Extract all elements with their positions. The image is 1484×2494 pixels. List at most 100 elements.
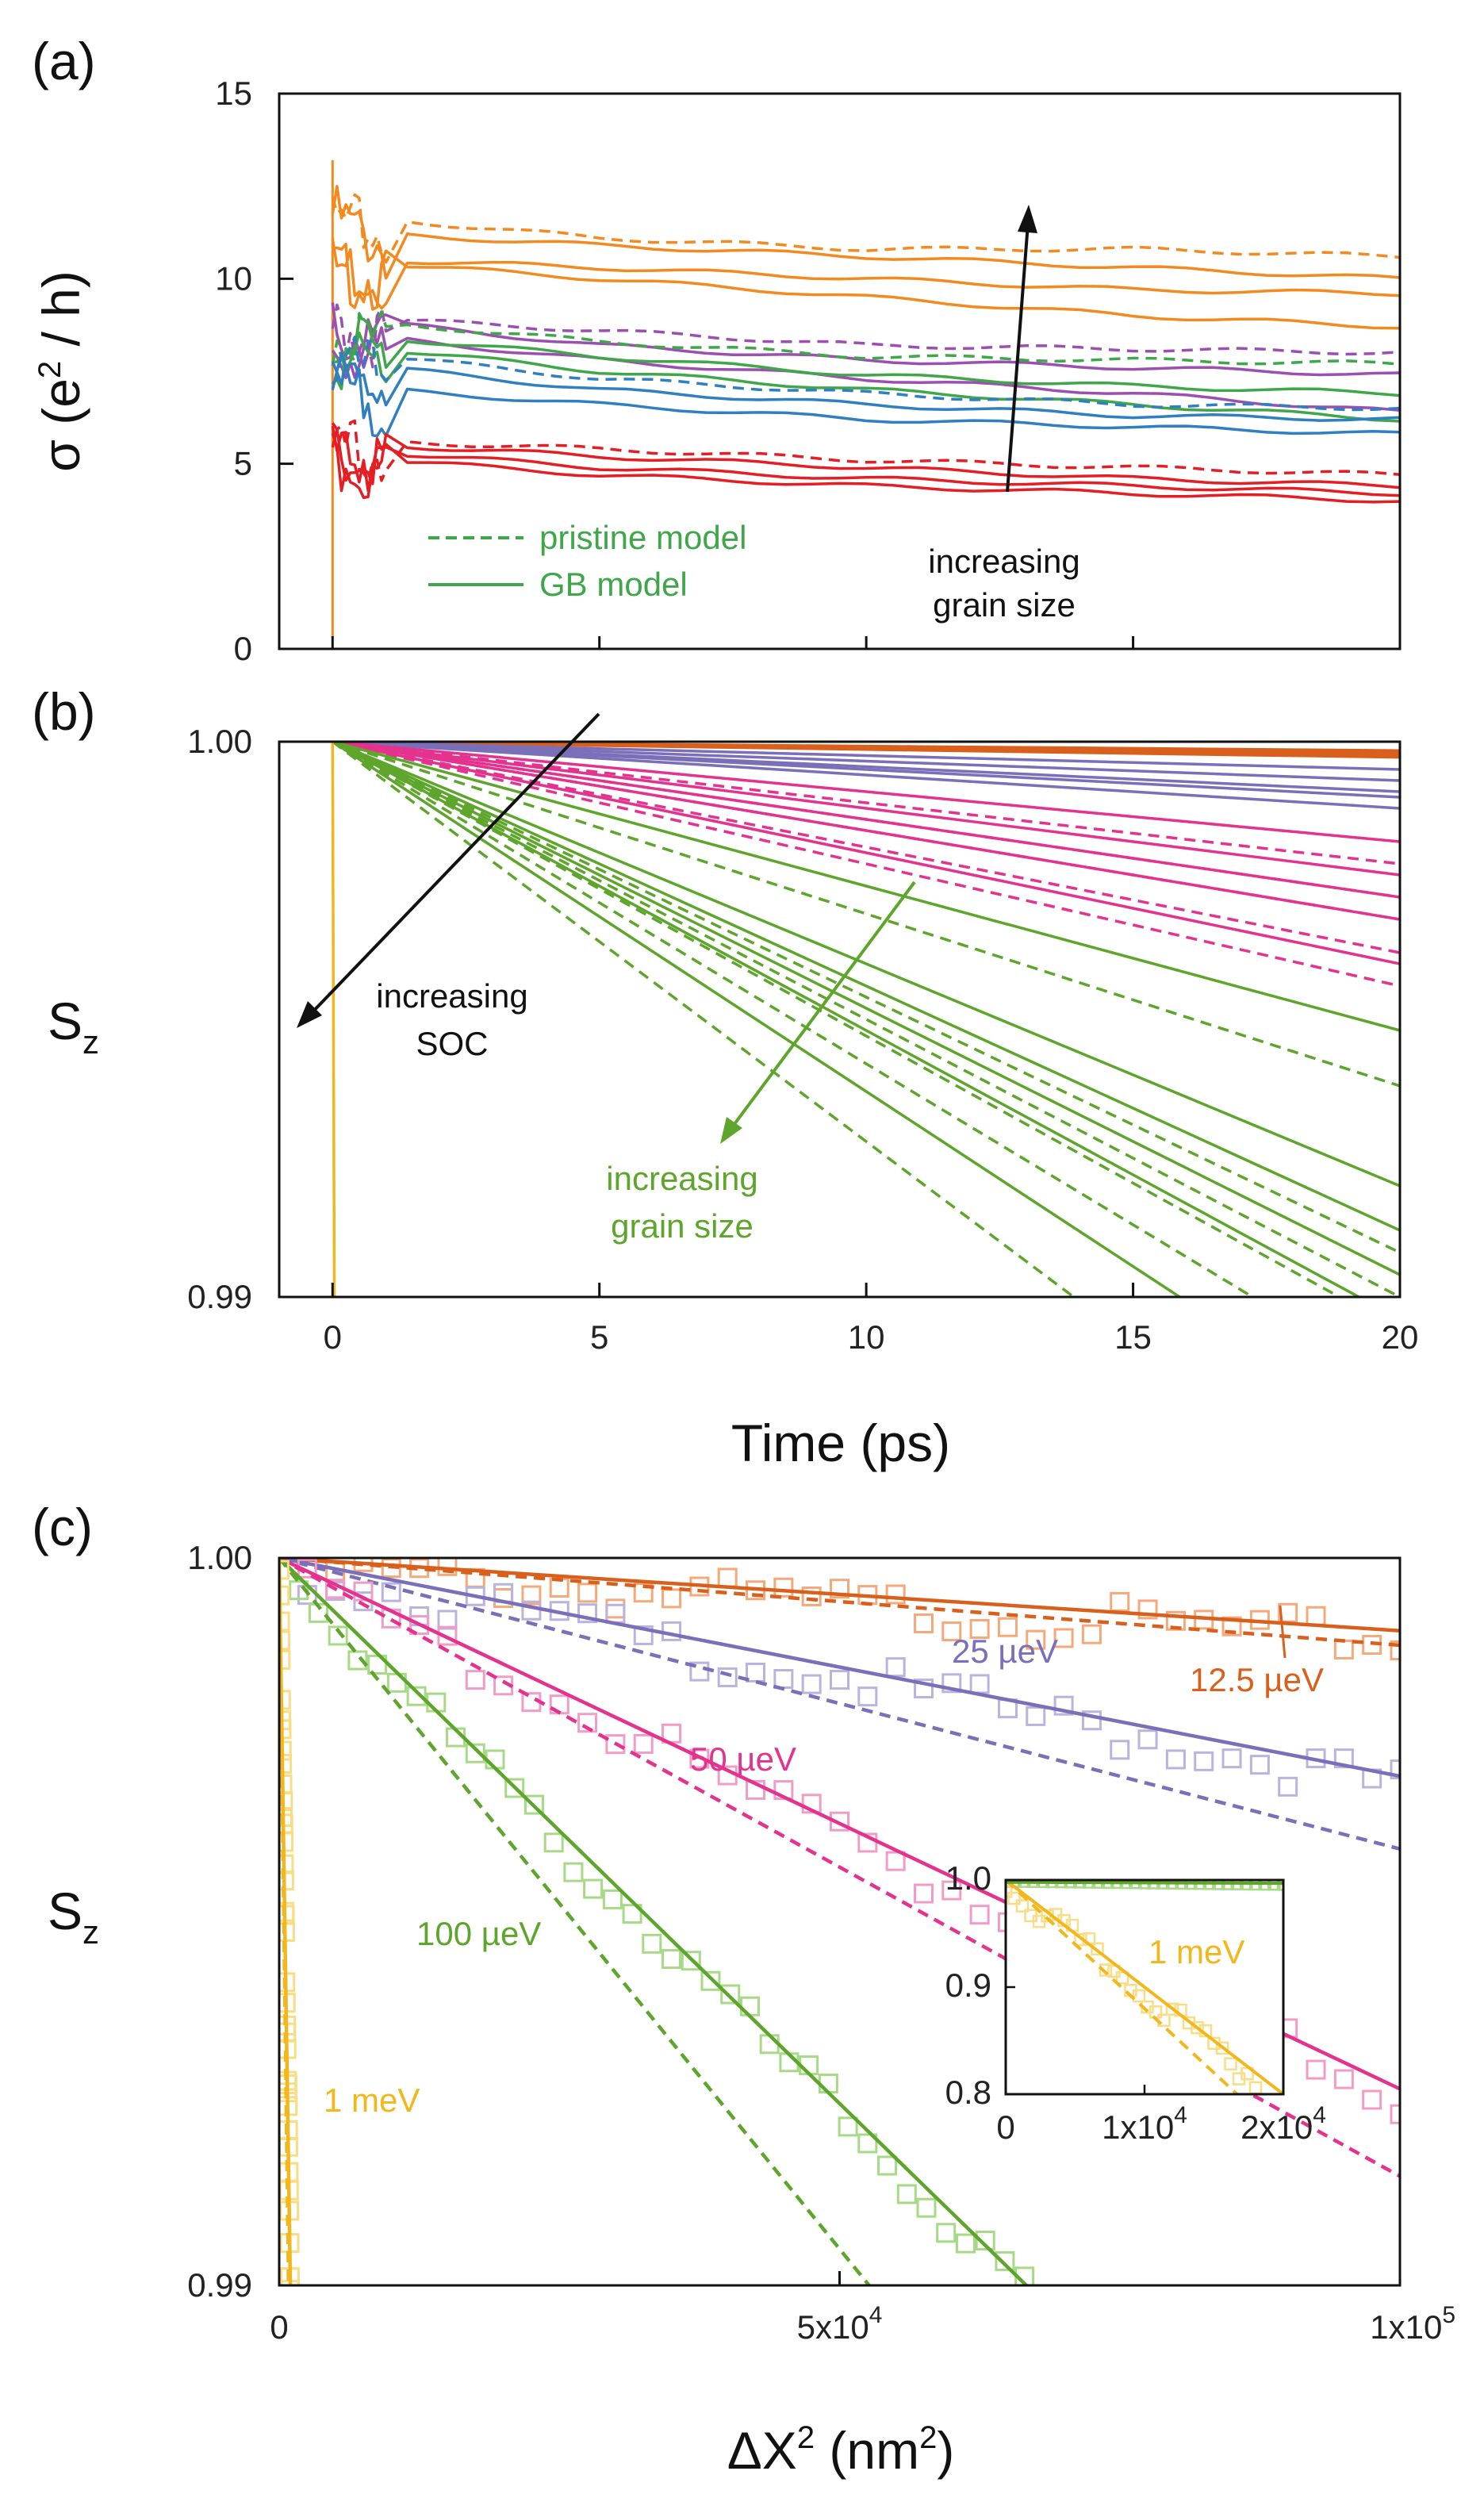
marker-100eV [896,2184,917,2204]
series-b-2-1 [332,742,1400,877]
series-b-1-1 [332,742,1400,782]
a-ytick-label: 5 [234,445,252,482]
inset-marker-yellow [1015,1899,1030,1913]
inset-xtick-label: 2x104 [1241,2102,1326,2146]
series-b-4-5 [332,742,1183,1297]
series-b-4-3 [332,742,1400,1276]
series-b-2-0 [332,742,1400,843]
panel-label-b: (b) [32,682,96,741]
marker-25eV [857,1686,878,1707]
marker-100eV [642,1933,662,1954]
marker-25eV [1390,1759,1400,1780]
marker-100eV [622,1904,642,1924]
marker-50eV [746,1779,766,1800]
marker-125eV [830,1579,849,1599]
marker-50eV [1362,2089,1382,2110]
marker-125eV [605,1598,626,1619]
series-a-1 [331,193,1400,264]
marker-100eV [504,1778,525,1798]
inset-marker-yellow [1224,2057,1237,2070]
marker-50eV [1333,2069,1354,2089]
marker-125eV [297,1558,317,1561]
marker-100eV [975,2230,995,2250]
marker-125eV [773,1577,794,1598]
marker-50eV [913,1883,934,1904]
marker-25eV [381,1582,401,1602]
panel-c-ticks: 0.991.000 5x104 1x105 [187,1539,1455,2346]
marker-100eV [838,2116,858,2137]
series-b-3-0 [332,742,1400,865]
panel-c-ylabel: Sz [48,1882,99,1951]
panel-label-c: (c) [32,1498,93,1556]
marker-125eV [1390,1640,1400,1661]
marker-100eV [681,1951,701,1971]
inset-ytick-label: 0.9 [945,1966,991,2004]
marker-25eV [1165,1749,1186,1770]
inset-xtick-label: 1x104 [1102,2102,1187,2146]
panel-c-xlabel: ΔX2 (nm2) [727,2420,955,2480]
marker-100eV [955,2233,976,2254]
marker-25eV [1278,1776,1298,1797]
panel-a: 0 5 10 15 σ (e2 / h) pristine model GB mode… [32,75,1402,667]
marker-25eV [717,1667,738,1687]
marker-25eV [885,1657,906,1678]
marker-25eV [746,1662,766,1682]
annotation-grain-b-line2: grain size [611,1207,754,1245]
marker-100eV [347,1650,368,1671]
marker-125eV [969,1618,990,1639]
marker-25eV [1053,1695,1074,1716]
marker-50eV [1306,2059,1326,2080]
marker-25eV [1194,1751,1214,1771]
series-b-5-0 [332,742,1400,1088]
inset-marker-yellow [1191,2020,1204,2035]
inset-xtick-label: 0 [996,2108,1014,2146]
annotation-soc-line2: SOC [416,1025,488,1062]
series-b-5-3 [332,742,1343,1297]
inset-ytick-label: 0.8 [945,2074,991,2111]
fit-0 [279,1558,1400,1633]
panel-c-series [279,1558,1400,2333]
panel-a-series [331,160,1400,638]
marker-25eV [661,1621,682,1641]
b-ytick-label: 0.99 [187,1278,252,1315]
marker-125eV [913,1613,934,1633]
a-ytick-label: 10 [215,259,252,297]
marker-25eV [689,1661,710,1682]
marker-50eV [801,1794,822,1814]
annotation-soc-line1: increasing [376,977,527,1015]
series-a-0 [331,185,1400,280]
arrow-soc [308,712,600,1017]
marker-125eV [1110,1591,1130,1612]
inset-series [1006,1880,1283,2094]
marker-125eV [661,1588,682,1609]
marker-100eV [602,1889,623,1909]
fit-4 [279,1558,293,2285]
marker-25eV [1137,1729,1158,1750]
pointer-12-5uev [1279,1605,1287,1659]
series-a-16 [331,432,1400,504]
marker-100eV [523,1794,544,1815]
fit-3 [279,1558,1030,2285]
marker-100eV [916,2197,937,2218]
fit-1 [279,1558,1400,1778]
inset-marker-yellow [1115,1971,1129,1985]
arrow-head-soc [297,1001,322,1028]
series-b-2-4 [332,742,1400,965]
inset-marker-yellow [1091,1942,1104,1956]
panel-c: 0.991.000 5x104 1x105 Sz ΔX2 (nm2) 25 µeV … [48,1539,1455,2480]
inset-marker-yellow [1165,2002,1179,2016]
marker-50eV [830,1811,849,1832]
dashed-1 [279,1558,1400,1851]
series-a-3 [332,242,1400,330]
marker-100eV [995,2250,1015,2271]
marker-25eV [801,1674,822,1694]
series-b-4-4 [332,742,1362,1297]
marker-100eV [1055,2316,1072,2333]
inset-marker-yellow [1006,1885,1013,1898]
arrow-head-b [720,1117,742,1144]
marker-50eV [941,1880,962,1901]
marker-125eV [997,1617,1018,1637]
series-b-4-2 [332,742,1400,1232]
marker-100eV [543,1832,564,1853]
